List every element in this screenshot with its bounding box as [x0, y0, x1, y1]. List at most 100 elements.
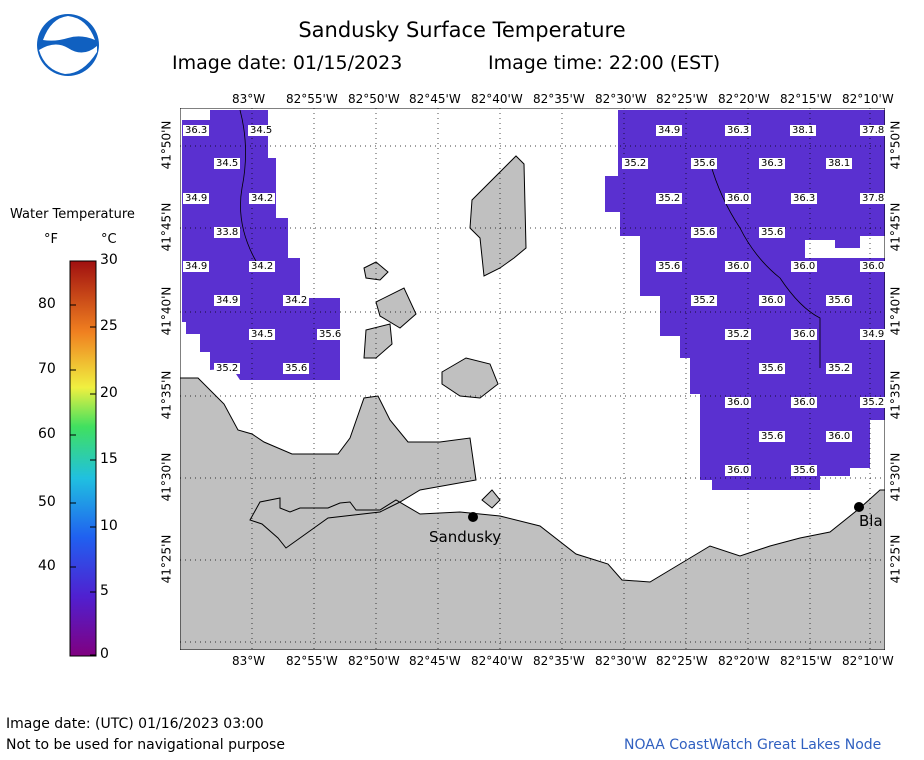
temp-label: 36.0 — [725, 397, 752, 408]
temp-label: 35.2 — [622, 158, 649, 169]
place-bla: Bla — [859, 512, 883, 530]
island-small-4 — [441, 357, 499, 399]
image-date: Image date: 01/15/2023 — [172, 52, 403, 74]
lon-label: 82°50'W — [348, 654, 400, 668]
credit: NOAA CoastWatch Great Lakes Node — [624, 737, 882, 753]
lon-label: 82°25'W — [656, 654, 708, 668]
f-tick-70: 70 — [38, 361, 56, 377]
legend-title: Water Temperature — [10, 207, 135, 222]
temp-label: 35.6 — [759, 431, 786, 442]
island-small-1 — [363, 261, 389, 281]
lat-label: 41°50'N — [159, 120, 174, 170]
lon-label: 82°25'W — [656, 92, 708, 106]
c-tick-15: 15 — [100, 451, 118, 467]
lon-label: 82°45'W — [409, 654, 461, 668]
lon-label: 82°55'W — [286, 92, 338, 106]
temp-label: 36.3 — [725, 125, 752, 136]
utc-date: Image date: (UTC) 01/16/2023 03:00 — [6, 716, 264, 732]
lon-label: 83°W — [232, 654, 266, 668]
temp-label: 34.5 — [214, 158, 241, 169]
isotherm-west — [239, 109, 261, 269]
lat-label: 41°35'N — [888, 370, 903, 420]
noaa-logo — [37, 14, 99, 76]
lon-label: 82°30'W — [595, 92, 647, 106]
lon-label: 82°40'W — [471, 92, 523, 106]
temp-label: 34.5 — [248, 125, 275, 136]
lon-label: 82°40'W — [471, 654, 523, 668]
f-tick-50: 50 — [38, 494, 56, 510]
lon-labels-top: 83°W 82°55'W 82°50'W 82°45'W 82°40'W 82°… — [180, 92, 894, 108]
temp-label: 36.0 — [826, 431, 853, 442]
lon-label: 82°35'W — [533, 92, 585, 106]
temp-label: 35.2 — [826, 363, 853, 374]
lon-label: 82°10'W — [842, 92, 894, 106]
temp-label: 34.2 — [249, 193, 276, 204]
temp-label: 35.2 — [860, 397, 887, 408]
c-tick-5: 5 — [100, 583, 109, 599]
water-west — [182, 110, 340, 380]
temp-label: 36.3 — [759, 158, 786, 169]
lat-label: 41°25'N — [159, 534, 174, 584]
temp-label: 35.6 — [759, 363, 786, 374]
color-scale — [69, 260, 97, 657]
logo-wave — [39, 44, 97, 74]
temp-label: 34.5 — [249, 329, 276, 340]
lat-labels-left: 41°50'N 41°45'N 41°40'N 41°35'N 41°30'N … — [159, 108, 180, 650]
sandusky-marker — [468, 512, 478, 522]
temp-label: 36.0 — [791, 397, 818, 408]
temp-label: 35.2 — [214, 363, 241, 374]
c-tick-25: 25 — [100, 318, 118, 334]
lon-label: 82°35'W — [533, 654, 585, 668]
place-sandusky: Sandusky — [429, 528, 502, 546]
temp-label: 33.8 — [214, 227, 241, 238]
c-tick-0: 0 — [100, 646, 109, 662]
lon-label: 82°55'W — [286, 654, 338, 668]
temp-label: 37.8 — [860, 193, 887, 204]
water-east — [605, 110, 885, 490]
island-kelleys — [469, 155, 527, 277]
island-small-5 — [481, 489, 501, 509]
f-tick-60: 60 — [38, 426, 56, 442]
f-tick-40: 40 — [38, 558, 56, 574]
lon-label: 82°15'W — [780, 92, 832, 106]
disclaimer: Not to be used for navigational purpose — [6, 737, 285, 753]
lat-label: 41°25'N — [888, 534, 903, 584]
temp-label: 34.9 — [656, 125, 683, 136]
lat-label: 41°40'N — [888, 286, 903, 336]
map-frame — [180, 108, 885, 650]
lat-labels-right: 41°50'N 41°45'N 41°40'N 41°35'N 41°30'N … — [885, 108, 905, 650]
temp-label: 36.3 — [791, 193, 818, 204]
temp-label: 35.6 — [656, 261, 683, 272]
temp-label: 35.2 — [691, 295, 718, 306]
lat-label: 41°45'N — [888, 202, 903, 252]
temp-label: 36.0 — [725, 261, 752, 272]
temp-label: 36.0 — [725, 193, 752, 204]
temp-label: 38.1 — [790, 125, 817, 136]
temp-label: 34.2 — [283, 295, 310, 306]
lon-label: 83°W — [232, 92, 266, 106]
lat-label: 41°30'N — [888, 452, 903, 502]
c-tick-30: 30 — [100, 252, 118, 268]
temp-label: 36.0 — [725, 465, 752, 476]
island-small-3 — [363, 323, 393, 359]
land-south — [180, 377, 885, 650]
temp-label: 36.0 — [759, 295, 786, 306]
bla-marker — [854, 502, 864, 512]
lat-label: 41°50'N — [888, 120, 903, 170]
temp-label: 35.2 — [656, 193, 683, 204]
map-title: Sandusky Surface Temperature — [298, 18, 626, 42]
temp-label: 34.9 — [183, 261, 210, 272]
lon-label: 82°20'W — [718, 654, 770, 668]
temp-label: 38.1 — [826, 158, 853, 169]
lon-label: 82°45'W — [409, 92, 461, 106]
temp-label: 35.6 — [317, 329, 344, 340]
lon-label: 82°50'W — [348, 92, 400, 106]
temp-label: 34.2 — [249, 261, 276, 272]
temp-label: 35.6 — [759, 227, 786, 238]
temp-label: 36.0 — [860, 261, 887, 272]
logo-gull — [43, 16, 95, 41]
temp-label: 37.8 — [860, 125, 887, 136]
c-tick-10: 10 — [100, 518, 118, 534]
temp-label: 36.0 — [791, 329, 818, 340]
